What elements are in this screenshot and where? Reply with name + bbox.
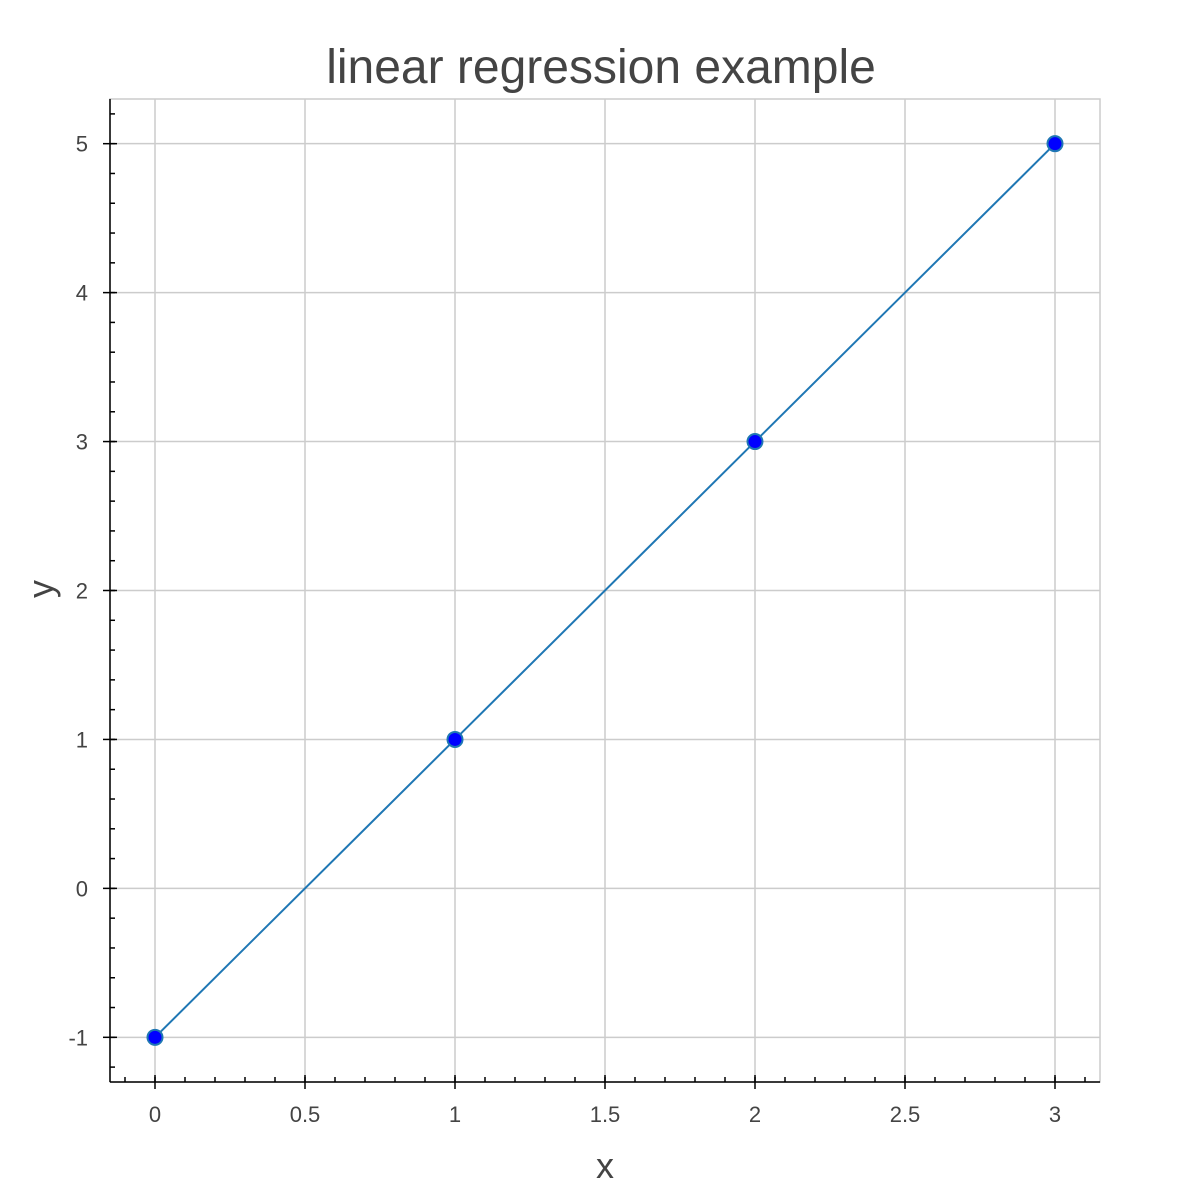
x-tick-label: 3 — [1049, 1102, 1061, 1127]
y-axis-label: y — [20, 580, 61, 598]
x-tick-label: 1 — [449, 1102, 461, 1127]
data-point — [746, 433, 764, 451]
series — [146, 135, 1064, 1046]
x-tick-label: 0 — [149, 1102, 161, 1127]
y-tick-label: 2 — [76, 579, 88, 604]
axes — [103, 99, 1100, 1089]
y-tick-label: 4 — [76, 281, 88, 306]
y-tick-label: 1 — [76, 727, 88, 752]
x-tick-labels: 0 0.5 1 1.5 2 2.5 3 — [149, 1102, 1061, 1127]
x-tick-label: 0.5 — [290, 1102, 321, 1127]
x-tick-label: 2 — [749, 1102, 761, 1127]
y-tick-label: -1 — [68, 1025, 88, 1050]
grid — [110, 99, 1100, 1082]
y-tick-label: 5 — [76, 132, 88, 157]
x-tick-label: 2.5 — [890, 1102, 921, 1127]
data-point — [146, 1028, 164, 1046]
y-tick-label: 3 — [76, 430, 88, 455]
y-tick-label: 0 — [76, 876, 88, 901]
series-line — [154, 142, 1056, 1039]
chart-title: linear regression example — [326, 41, 876, 94]
data-point — [446, 730, 464, 748]
x-tick-label: 1.5 — [590, 1102, 621, 1127]
x-axis-label: x — [596, 1145, 614, 1186]
data-point — [1046, 135, 1064, 153]
y-tick-labels: -1 0 1 2 3 4 5 — [68, 132, 88, 1051]
